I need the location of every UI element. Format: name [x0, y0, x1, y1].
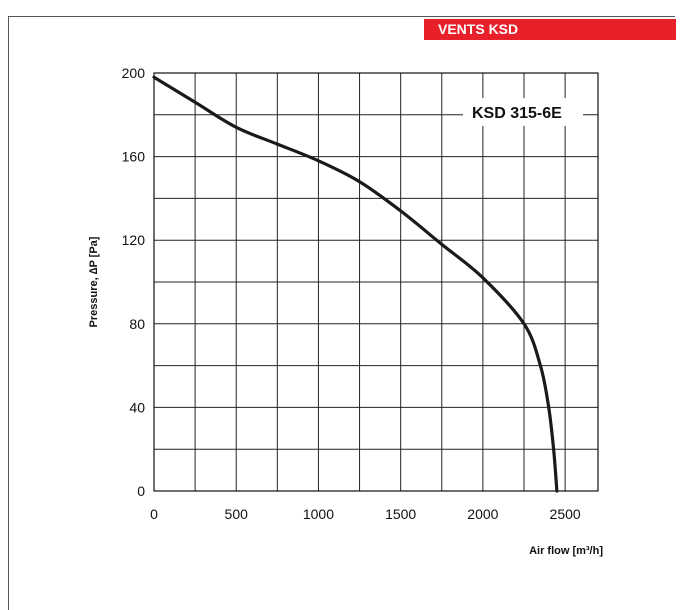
y-tick-label: 200	[122, 65, 146, 81]
y-tick-label: 40	[129, 399, 145, 415]
grid	[154, 73, 598, 491]
y-tick-label: 80	[129, 316, 145, 332]
y-tick-labels: 0 40 80 120 160 200	[122, 65, 146, 499]
y-axis-title: Pressure, ∆P [Pa]	[88, 236, 100, 327]
x-axis-title: Air flow [m³/h]	[529, 545, 603, 557]
brand-badge: VENTS KSD	[424, 19, 676, 40]
chart-title: KSD 315-6E	[472, 105, 562, 122]
plot-border	[153, 72, 599, 492]
model-label-background	[463, 98, 583, 126]
figure-frame	[8, 16, 675, 610]
y-tick-label: 160	[122, 149, 146, 165]
x-tick-labels: 0 500 1000 1500 2000 2500	[150, 506, 581, 522]
x-tick-label: 500	[225, 506, 249, 522]
y-tick-label: 120	[122, 232, 146, 248]
series-line	[152, 75, 559, 493]
y-tick-label: 0	[137, 483, 145, 499]
x-tick-label: 1500	[385, 506, 416, 522]
x-tick-label: 0	[150, 506, 158, 522]
x-tick-label: 2500	[550, 506, 581, 522]
x-tick-label: 2000	[467, 506, 498, 522]
x-tick-label: 1000	[303, 506, 334, 522]
